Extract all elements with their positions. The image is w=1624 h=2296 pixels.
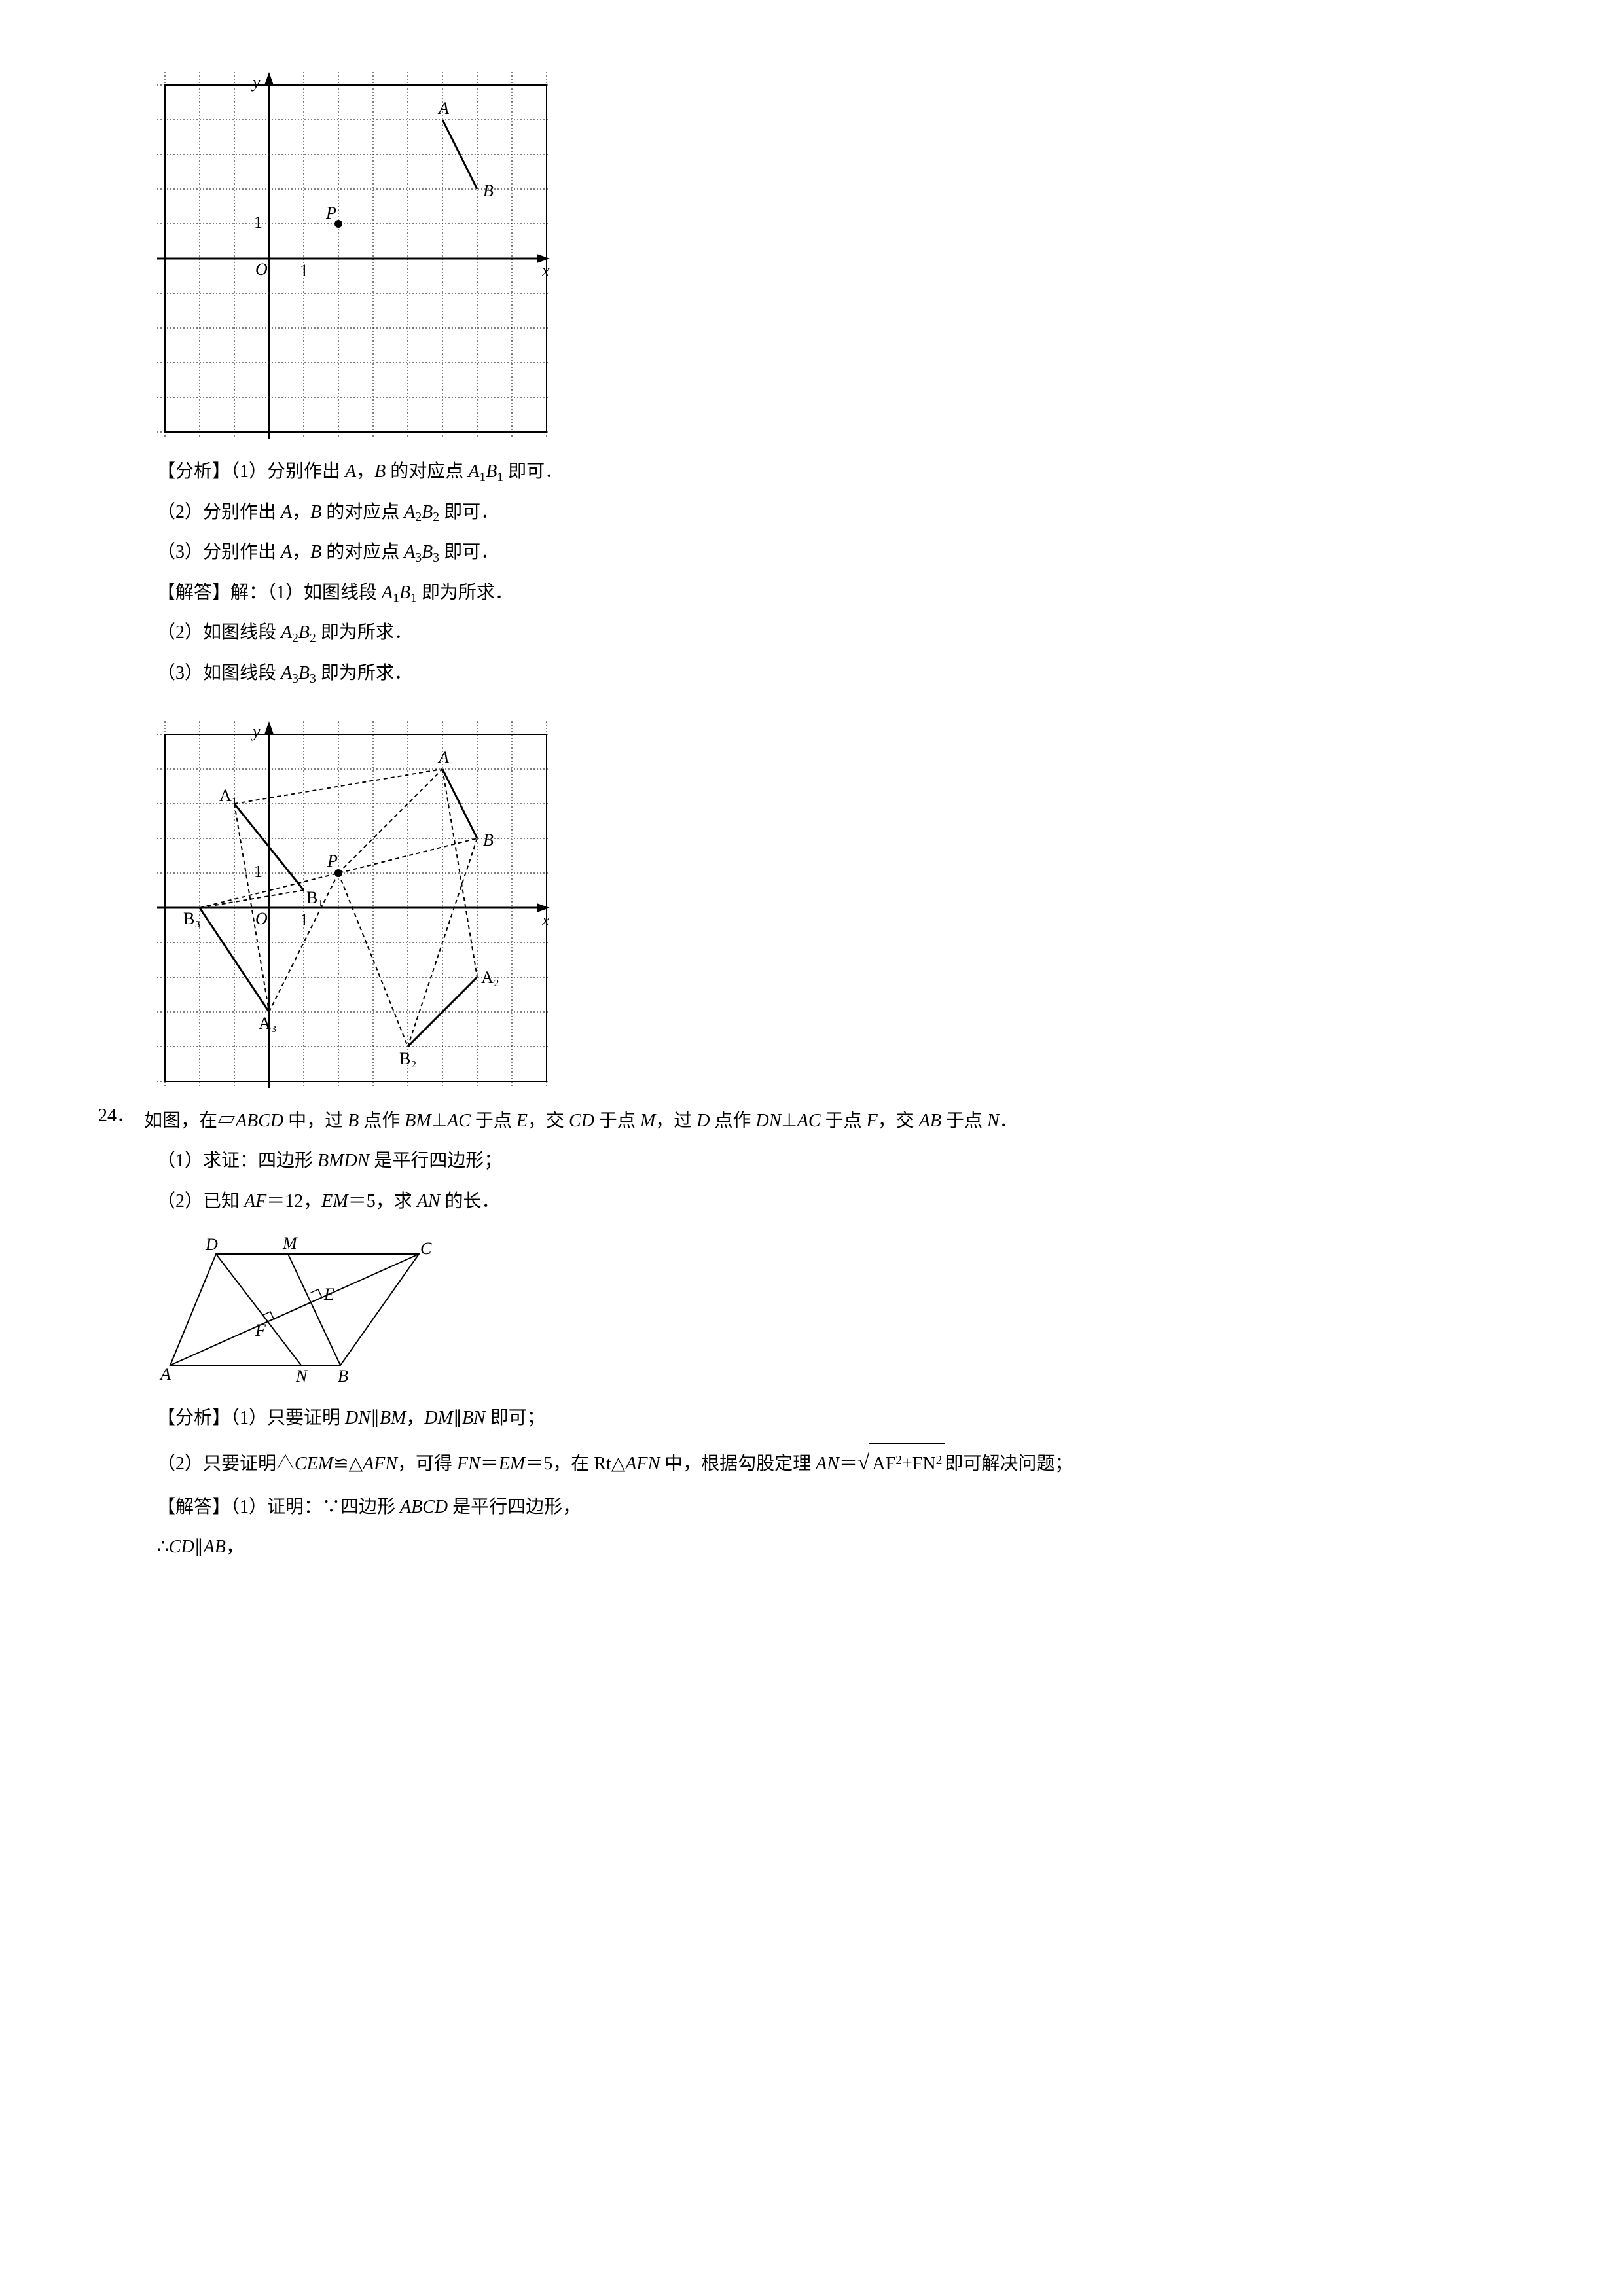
q24-p2: （2）已知 AF＝12，EM＝5，求 AN 的长．: [98, 1181, 1526, 1222]
analysis-1-3: （3）分别作出 A，B 的对应点 A3B3 即可．: [98, 532, 1526, 573]
svg-text:1: 1: [254, 862, 262, 881]
q24-an1: 【分析】（1）只要证明 DN∥BM，DM∥BN 即可；: [98, 1398, 1526, 1439]
svg-text:y: y: [251, 722, 261, 741]
svg-text:B₁: B₁: [306, 888, 323, 907]
q24-figure: A B C D M N E F: [157, 1228, 1526, 1385]
q24-sv1: 【解答】（1）证明：∵四边形 ABCD 是平行四边形，: [98, 1487, 1526, 1528]
svg-text:B₃: B₃: [183, 909, 200, 928]
svg-text:O: O: [255, 260, 268, 279]
solve-1-1: 【解答】解：（1）如图线段 A1B1 即为所求．: [98, 573, 1526, 613]
analysis-1-2: （2）分别作出 A，B 的对应点 A2B2 即可．: [98, 492, 1526, 533]
solve-1-3: （3）如图线段 A3B3 即为所求．: [98, 653, 1526, 694]
svg-text:M: M: [282, 1234, 298, 1253]
svg-text:P: P: [327, 852, 338, 870]
svg-text:y: y: [251, 73, 261, 92]
q24-sv2: ∴CD∥AB，: [98, 1527, 1526, 1568]
svg-text:B₂: B₂: [399, 1049, 416, 1068]
svg-text:B: B: [483, 831, 494, 850]
svg-text:A: A: [437, 99, 449, 118]
svg-text:1: 1: [300, 261, 308, 280]
svg-text:x: x: [541, 261, 550, 280]
svg-text:P: P: [325, 204, 336, 223]
graph-2: O x y 1 1 P A B A₁ B₁ A₂ B₂: [157, 721, 1526, 1088]
svg-text:E: E: [323, 1285, 334, 1304]
q24-p1: （1）求证：四边形 BMDN 是平行四边形；: [98, 1141, 1526, 1181]
svg-text:C: C: [420, 1239, 432, 1258]
svg-text:O: O: [255, 909, 268, 928]
svg-text:A₁: A₁: [219, 786, 238, 805]
svg-text:F: F: [255, 1321, 266, 1340]
q24-an2: （2）只要证明△CEM≌△AFN，可得 FN＝EM＝5，在 Rt△AFN 中，根…: [98, 1439, 1526, 1487]
svg-text:x: x: [541, 910, 550, 929]
svg-text:D: D: [205, 1235, 218, 1254]
svg-text:B: B: [483, 181, 494, 200]
q24-statement: 24． 如图，在▱ABCD 中，过 B 点作 BM⊥AC 于点 E，交 CD 于…: [98, 1101, 1526, 1141]
svg-text:A₂: A₂: [481, 968, 499, 987]
svg-text:1: 1: [254, 213, 262, 232]
svg-text:A: A: [159, 1365, 171, 1384]
svg-text:A₃: A₃: [259, 1014, 277, 1033]
solve-1-2: （2）如图线段 A2B2 即为所求．: [98, 613, 1526, 653]
page: O x y 1 1 P A B 【分析】（1）分别作出 A，B 的对应点 A1B…: [0, 0, 1624, 1633]
svg-text:B: B: [338, 1367, 348, 1385]
analysis-1-1: 【分析】（1）分别作出 A，B 的对应点 A1B1 即可．: [98, 452, 1526, 492]
svg-text:N: N: [295, 1367, 308, 1385]
graph-1: O x y 1 1 P A B: [157, 72, 1526, 439]
svg-text:1: 1: [300, 910, 308, 929]
svg-text:A: A: [437, 748, 449, 767]
